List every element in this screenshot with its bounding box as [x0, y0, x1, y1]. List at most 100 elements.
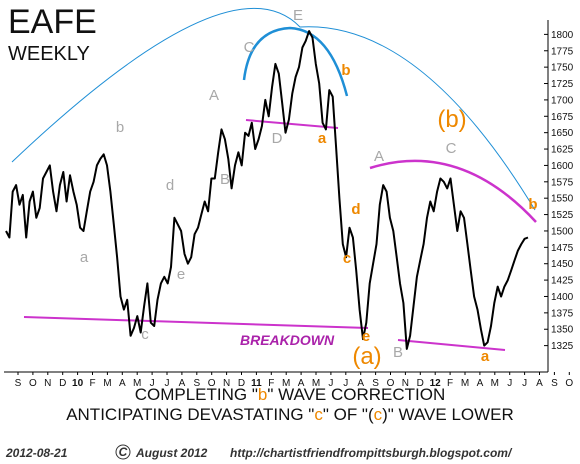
wave-label-orange: b	[341, 62, 350, 79]
footer-line2-mid: " OF "(	[323, 405, 374, 424]
y-tick-label: 1325	[551, 341, 574, 352]
wave-label-orange: d	[351, 201, 360, 218]
y-tick-label: 1425	[551, 276, 574, 287]
credit-url: http://chartistfriendfrompittsburgh.blog…	[230, 446, 513, 460]
x-tick-label: D	[59, 378, 66, 389]
x-tick-label: O	[208, 378, 216, 389]
y-tick-label: 1375	[551, 308, 574, 319]
x-tick-label: A	[298, 378, 305, 389]
wave-label-orange: a	[481, 348, 490, 365]
wave-label-gray: C	[244, 39, 255, 56]
big-blue-arc	[11, 7, 536, 211]
x-tick-label: 10	[72, 378, 84, 389]
wave-label-gray: E	[293, 7, 303, 24]
wave-label-orange: b	[528, 196, 537, 213]
y-tick-label: 1575	[551, 177, 574, 188]
x-tick-label: S	[372, 378, 379, 389]
price-line	[5, 30, 529, 350]
x-tick-label: O	[29, 378, 37, 389]
x-tick-label: 12	[430, 378, 442, 389]
footer-line2-highlight-2: c	[374, 405, 383, 424]
x-tick-label: J	[343, 378, 348, 389]
footer-line-1: COMPLETING "b" WAVE CORRECTION	[135, 385, 446, 404]
x-tick-label: J	[522, 378, 527, 389]
x-tick-label: F	[89, 378, 95, 389]
wave-label-gray: b	[116, 119, 124, 136]
x-tick-label: F	[268, 378, 274, 389]
y-tick-label: 1400	[551, 292, 574, 303]
wave-label-orange: (a)	[352, 343, 381, 370]
y-tick-label: 1725	[551, 79, 574, 90]
y-tick-label: 1550	[551, 194, 574, 205]
x-tick-label: J	[165, 378, 170, 389]
wave-label-gray: A	[374, 148, 384, 165]
wave-label-gray: d	[166, 177, 174, 194]
x-tick-label: S	[193, 378, 200, 389]
x-tick-label: F	[447, 378, 453, 389]
y-tick-label: 1775	[551, 46, 574, 57]
y-tick-label: 1350	[551, 325, 574, 336]
x-tick-label: J	[328, 378, 333, 389]
y-tick-label: 1475	[551, 243, 574, 254]
wave-label-gray: c	[141, 326, 149, 343]
wave-label-gray: C	[446, 140, 457, 157]
wave-label-orange: c	[343, 250, 351, 267]
y-tick-label: 1700	[551, 95, 574, 106]
y-tick-label: 1625	[551, 145, 574, 156]
wave-label-gray: D	[272, 130, 283, 147]
chart-title: EAFE	[8, 3, 97, 41]
price-series-group	[5, 30, 529, 350]
y-tick-label: 1450	[551, 259, 574, 270]
wave-label-gray: B	[393, 344, 403, 361]
credit-copyright-text: August 2012	[135, 446, 208, 460]
breakdown-trendline	[23, 316, 369, 329]
bottom-b-a-trendline	[397, 339, 506, 351]
breakdown-label: BREAKDOWN	[240, 332, 335, 348]
y-tick-label: 1800	[551, 30, 574, 41]
x-tick-label: M	[103, 378, 111, 389]
footer-line2-pre: ANTICIPATING DEVASTATING "	[66, 405, 314, 424]
wave-label-orange: a	[318, 130, 327, 147]
y-tick-label: 1500	[551, 226, 574, 237]
x-tick-label: J	[507, 378, 512, 389]
y-tick-label: 1600	[551, 161, 574, 172]
x-tick-label: M	[312, 378, 320, 389]
x-ticks-group: S O N D 10 F M A M J J A S O N D 11 F M A M J J A S O N D 12 F M A M J J A S…	[15, 372, 573, 389]
x-tick-label: N	[223, 378, 230, 389]
x-tick-label: S	[551, 378, 558, 389]
wave-label-gray: a	[80, 249, 89, 266]
x-tick-label: A	[477, 378, 484, 389]
wave-label-gray: e	[177, 266, 185, 283]
footer-line2-highlight-1: c	[314, 405, 323, 424]
x-tick-label: 11	[251, 378, 262, 389]
footer-line-2: ANTICIPATING DEVASTATING "c" OF "(c)" WA…	[66, 405, 514, 424]
x-tick-label: M	[461, 378, 469, 389]
x-tick-label: M	[491, 378, 499, 389]
wave-b-arc	[369, 159, 537, 223]
x-tick-label: A	[119, 378, 126, 389]
chart-subtitle: WEEKLY	[8, 43, 90, 65]
y-tick-label: 1675	[551, 112, 574, 123]
wave-label-orange: (b)	[437, 106, 466, 133]
x-tick-label: D	[238, 378, 245, 389]
x-tick-label: A	[179, 378, 186, 389]
wave-label-gray: B	[220, 171, 230, 188]
x-tick-label: O	[387, 378, 395, 389]
x-tick-label: S	[15, 378, 22, 389]
y-tick-label: 1750	[551, 63, 574, 74]
wave-label-gray: A	[209, 87, 219, 104]
x-tick-label: O	[565, 378, 573, 389]
copyright-circle-icon	[115, 444, 131, 460]
x-tick-label: N	[44, 378, 51, 389]
credit-date: 2012-08-21	[5, 446, 68, 460]
y-ticks-group: 1325 1350 1375 1400 1425 1450 1475 1500 1525 1550…	[544, 30, 574, 352]
top-blue-arc	[242, 26, 349, 97]
wave-label-orange: e	[362, 328, 370, 345]
y-tick-label: 1650	[551, 128, 574, 139]
x-tick-label: J	[150, 378, 155, 389]
arcs-group	[11, 7, 536, 211]
footer-line1-highlight: b	[258, 385, 267, 404]
top-d-a-trendline	[245, 119, 339, 129]
